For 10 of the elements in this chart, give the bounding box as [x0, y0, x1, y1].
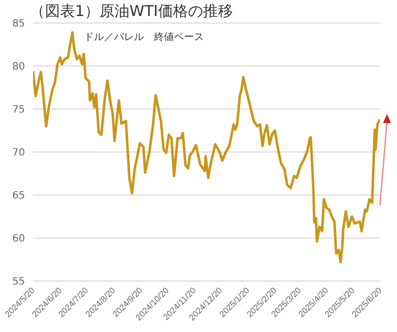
y-tick-label: 70 [12, 148, 25, 159]
y-tick-label: 60 [12, 234, 25, 245]
line-series [33, 31, 380, 264]
y-tick-label: 65 [12, 190, 25, 202]
y-tick-label: 55 [12, 276, 25, 288]
y-tick-label: 85 [12, 18, 25, 30]
chart-title: （図表1）原油WTI価格の推移 [30, 2, 233, 21]
y-tick-label: 80 [12, 62, 25, 73]
text: ドル／バレル 終値ベース [84, 31, 204, 44]
y-tick-label: 75 [12, 104, 25, 116]
